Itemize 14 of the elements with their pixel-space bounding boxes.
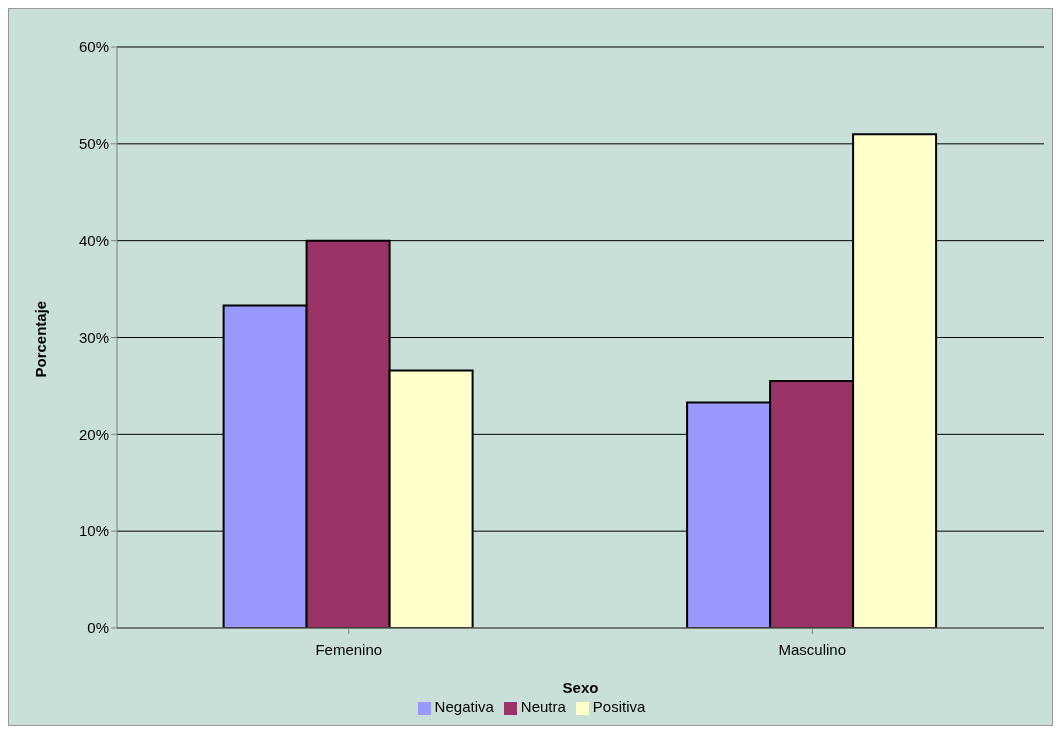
y-tick-label: 50% [78, 135, 109, 153]
x-tick-label: Masculino [778, 640, 847, 658]
y-tick-label: 0% [87, 619, 109, 637]
x-axis-title: Sexo [562, 679, 599, 696]
legend-label: Negativa [434, 698, 494, 715]
legend-label: Positiva [592, 698, 646, 715]
y-tick-label: 30% [78, 328, 109, 346]
y-tick-label: 20% [78, 425, 109, 443]
y-tick-label: 60% [78, 38, 109, 56]
x-tick-label: Femenino [315, 640, 383, 658]
legend-label: Neutra [520, 698, 566, 715]
y-tick-label: 40% [78, 231, 109, 249]
y-axis-title: Porcentaje [32, 300, 50, 378]
y-tick-label: 10% [78, 522, 109, 540]
